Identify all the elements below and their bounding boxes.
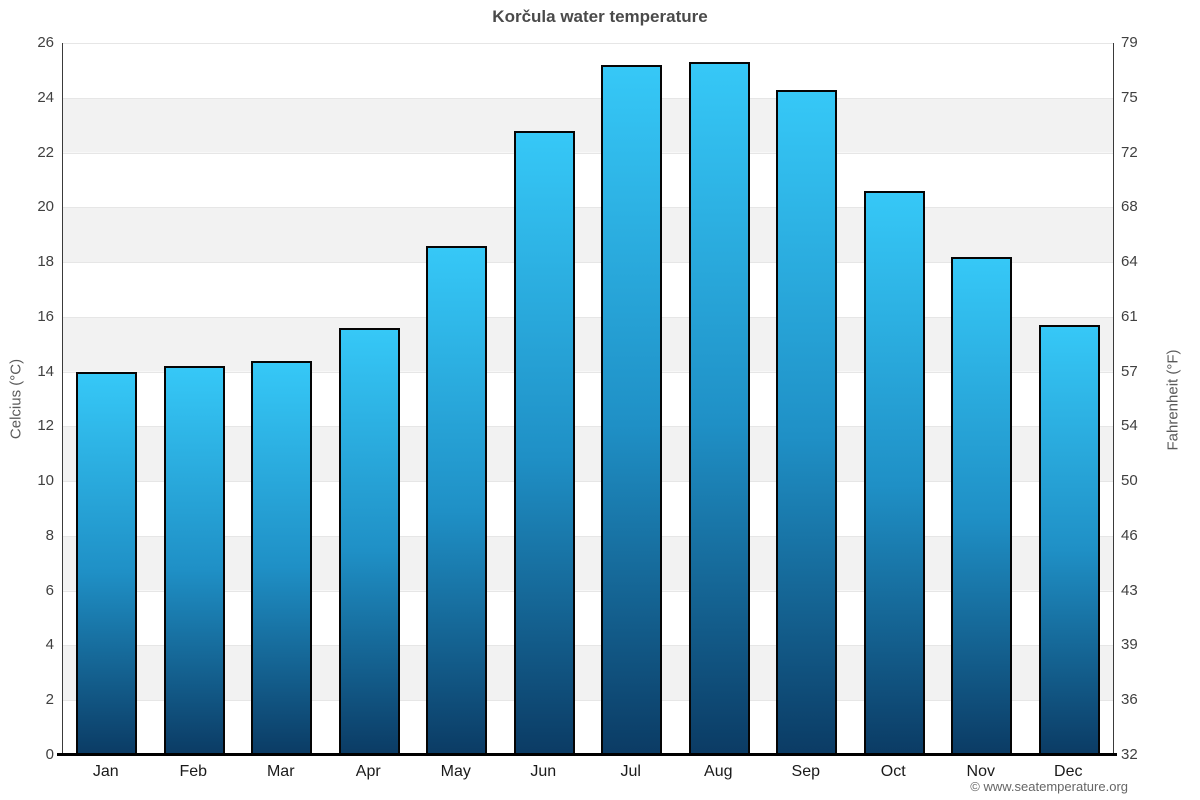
bar-jul[interactable] xyxy=(601,64,663,755)
bar-dec[interactable] xyxy=(1038,325,1100,755)
y-tick-label-celsius: 24 xyxy=(37,88,54,106)
y-tick-label-fahrenheit: 46 xyxy=(1121,526,1138,544)
y-tick-label-fahrenheit: 75 xyxy=(1121,88,1138,106)
y-tick-label-celsius: 8 xyxy=(45,526,54,544)
y-tick-label-celsius: 22 xyxy=(37,143,54,161)
bar-aug[interactable] xyxy=(688,62,750,755)
y-tick-label-fahrenheit: 39 xyxy=(1121,636,1138,654)
x-axis-line xyxy=(57,753,1117,756)
y-tick-label-fahrenheit: 72 xyxy=(1121,143,1138,161)
bar-jun[interactable] xyxy=(513,130,575,755)
x-tick-label-sep: Sep xyxy=(791,763,820,780)
bar-mar[interactable] xyxy=(251,360,313,755)
y-tick-label-celsius: 0 xyxy=(45,746,54,763)
y-tick-label-celsius: 10 xyxy=(37,472,54,490)
y-tick-label-fahrenheit: 43 xyxy=(1121,581,1138,599)
x-tick-label-aug: Aug xyxy=(704,763,733,780)
y-tick-label-celsius: 2 xyxy=(45,691,54,709)
x-tick-label-jan: Jan xyxy=(92,763,119,780)
x-tick-label-dec: Dec xyxy=(1054,763,1083,780)
bar-may[interactable] xyxy=(426,245,488,755)
gridline xyxy=(63,535,1113,537)
x-tick-label-feb: Feb xyxy=(179,763,208,780)
gridline xyxy=(63,645,1113,647)
y-tick-label-celsius: 16 xyxy=(37,307,54,325)
x-tick-label-oct: Oct xyxy=(880,763,906,780)
y-tick-label-fahrenheit: 64 xyxy=(1121,253,1138,271)
y-tick-label-celsius: 6 xyxy=(45,581,54,599)
y-tick-label-fahrenheit: 36 xyxy=(1121,691,1138,709)
y-tick-label-fahrenheit: 79 xyxy=(1121,34,1138,51)
x-tick-label-nov: Nov xyxy=(966,763,995,780)
y-tick-label-fahrenheit: 61 xyxy=(1121,307,1138,325)
gridline xyxy=(63,207,1113,209)
gridline xyxy=(63,262,1113,264)
chart-title: Korčula water temperature xyxy=(492,7,708,26)
gridline xyxy=(63,152,1113,154)
y-tick-label-celsius: 12 xyxy=(37,417,54,435)
y-tick-label-celsius: 18 xyxy=(37,253,54,271)
x-tick-label-jul: Jul xyxy=(620,763,641,780)
y-tick-label-fahrenheit: 68 xyxy=(1121,198,1138,216)
gridline xyxy=(63,426,1113,428)
y-tick-label-celsius: 14 xyxy=(37,362,54,380)
gridline xyxy=(63,590,1113,592)
gridline xyxy=(63,371,1113,373)
plot-area xyxy=(62,43,1114,755)
x-tick-label-jun: Jun xyxy=(530,763,557,780)
bar-feb[interactable] xyxy=(163,366,225,755)
gridline xyxy=(63,481,1113,483)
gridline xyxy=(63,316,1113,318)
x-tick-label-may: May xyxy=(440,763,471,780)
y-tick-label-fahrenheit: 32 xyxy=(1121,746,1138,763)
gridline xyxy=(63,700,1113,702)
y-tick-label-celsius: 4 xyxy=(45,636,54,654)
footer-credit-link[interactable]: © www.seatemperature.org xyxy=(970,779,1128,794)
y-tick-label-fahrenheit: 50 xyxy=(1121,472,1138,490)
y-tick-label-celsius: 26 xyxy=(37,34,54,51)
bar-jan[interactable] xyxy=(76,371,138,755)
x-tick-label-apr: Apr xyxy=(355,763,381,780)
bar-oct[interactable] xyxy=(863,190,925,755)
gridline xyxy=(63,97,1113,99)
gridline xyxy=(63,43,1113,44)
bar-apr[interactable] xyxy=(338,327,400,755)
bar-nov[interactable] xyxy=(951,256,1013,755)
y-tick-label-celsius: 20 xyxy=(37,198,54,216)
y-tick-label-fahrenheit: 57 xyxy=(1121,362,1138,380)
bar-sep[interactable] xyxy=(776,89,838,755)
x-tick-label-mar: Mar xyxy=(266,763,295,780)
y-tick-label-fahrenheit: 54 xyxy=(1121,417,1138,435)
